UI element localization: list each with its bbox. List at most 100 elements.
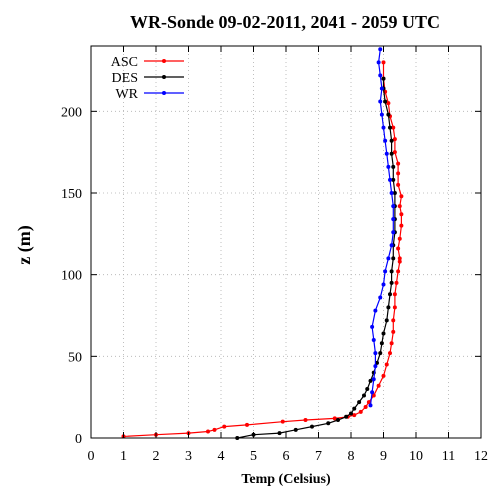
- data-point-asc-6: [245, 422, 249, 427]
- data-point-asc-35: [396, 182, 401, 187]
- x-tick-label-4: 4: [218, 449, 225, 464]
- data-point-asc-39: [392, 137, 397, 142]
- data-point-wr-4: [373, 351, 378, 356]
- data-point-asc-26: [396, 269, 401, 274]
- data-point-asc-24: [392, 292, 397, 297]
- data-point-des-8: [349, 411, 353, 416]
- data-point-des-35: [386, 112, 391, 117]
- data-point-asc-21: [391, 329, 396, 334]
- data-point-des-2: [277, 431, 282, 436]
- data-point-asc-7: [280, 419, 285, 424]
- data-point-des-30: [391, 177, 396, 182]
- data-point-wr-11: [386, 256, 391, 261]
- data-point-des-12: [365, 387, 370, 391]
- data-point-asc-33: [397, 204, 402, 209]
- data-point-wr-13: [391, 230, 396, 235]
- x-tick-label-0: 0: [88, 449, 95, 464]
- series-line-des: [237, 78, 396, 439]
- data-point-wr-20: [383, 138, 388, 143]
- series-asc: [121, 60, 404, 439]
- data-point-wr-10: [383, 269, 388, 274]
- data-point-wr-9: [381, 282, 386, 287]
- data-point-wr-14: [391, 217, 396, 222]
- data-point-asc-27: [397, 259, 402, 264]
- legend-marker-wr: [162, 91, 166, 95]
- data-point-asc-38: [392, 150, 397, 155]
- y-tick-label-1: 50: [68, 350, 82, 365]
- data-point-wr-17: [388, 177, 392, 182]
- data-point-asc-23: [392, 305, 397, 310]
- data-point-wr-24: [379, 86, 384, 91]
- data-point-wr-3: [373, 364, 378, 369]
- x-tick-label-1: 1: [120, 449, 127, 464]
- data-point-asc-22: [391, 318, 396, 323]
- data-point-wr-16: [389, 191, 394, 195]
- data-point-asc-12: [358, 409, 363, 414]
- data-point-asc-31: [399, 223, 404, 228]
- data-point-wr-22: [379, 112, 384, 117]
- data-point-des-32: [389, 151, 394, 156]
- data-point-wr-0: [368, 403, 373, 408]
- x-tick-label-6: 6: [283, 449, 290, 464]
- x-tick-label-12: 12: [474, 449, 488, 464]
- x-axis-label: Temp (Celsius): [241, 472, 331, 487]
- data-point-des-34: [388, 125, 392, 130]
- data-point-wr-18: [386, 164, 391, 169]
- x-tick-label-3: 3: [185, 449, 192, 464]
- x-tick-label-2: 2: [153, 449, 160, 464]
- data-point-asc-20: [389, 341, 394, 346]
- data-point-wr-7: [373, 308, 378, 313]
- data-point-des-6: [336, 418, 340, 423]
- data-point-des-21: [388, 292, 392, 297]
- data-point-des-38: [381, 76, 386, 81]
- data-point-wr-15: [391, 204, 396, 209]
- data-point-wr-23: [378, 99, 383, 104]
- x-tick-label-8: 8: [348, 449, 355, 464]
- chart-title: WR-Sonde 09-02-2011, 2041 - 2059 UTC: [130, 12, 440, 32]
- data-point-des-20: [386, 305, 391, 310]
- data-point-asc-3: [206, 429, 210, 434]
- y-tick-label-2: 100: [61, 269, 82, 284]
- data-point-asc-37: [396, 161, 401, 166]
- data-point-des-31: [391, 164, 396, 169]
- y-axis-label: z (m): [14, 225, 35, 264]
- legend-marker-asc: [162, 59, 166, 63]
- data-point-des-7: [344, 414, 349, 419]
- grid: [91, 46, 481, 438]
- series-line-wr: [369, 49, 394, 406]
- data-point-asc-15: [371, 393, 376, 398]
- data-point-wr-8: [378, 295, 383, 300]
- data-point-wr-2: [371, 377, 376, 382]
- data-point-wr-12: [389, 243, 394, 248]
- data-point-des-19: [384, 318, 389, 323]
- data-point-des-33: [389, 138, 394, 143]
- x-tick-label-9: 9: [380, 449, 387, 464]
- data-point-asc-36: [396, 171, 401, 176]
- data-point-asc-45: [381, 60, 386, 65]
- x-tick-label-5: 5: [250, 449, 257, 464]
- data-point-des-10: [357, 400, 362, 405]
- y-tick-label-0: 0: [75, 432, 82, 447]
- data-point-asc-13: [363, 404, 368, 409]
- data-point-des-36: [383, 99, 388, 104]
- data-point-asc-28: [397, 256, 402, 261]
- data-point-des-16: [378, 351, 383, 356]
- data-point-asc-8: [303, 418, 308, 423]
- legend-label-asc: ASC: [111, 55, 138, 70]
- data-point-des-24: [391, 256, 396, 261]
- legend-label-wr: WR: [115, 87, 138, 102]
- data-point-asc-29: [396, 246, 401, 251]
- x-tick-label-10: 10: [409, 449, 423, 464]
- data-point-des-4: [310, 424, 314, 429]
- data-point-asc-17: [381, 373, 386, 378]
- data-point-wr-1: [370, 390, 375, 395]
- data-point-asc-25: [394, 280, 399, 285]
- data-point-wr-26: [376, 60, 381, 65]
- data-point-des-13: [368, 378, 373, 383]
- data-point-des-18: [381, 331, 386, 336]
- data-point-asc-4: [212, 427, 217, 432]
- data-point-asc-16: [376, 383, 381, 388]
- data-point-wr-6: [370, 324, 375, 329]
- data-point-asc-11: [352, 413, 357, 418]
